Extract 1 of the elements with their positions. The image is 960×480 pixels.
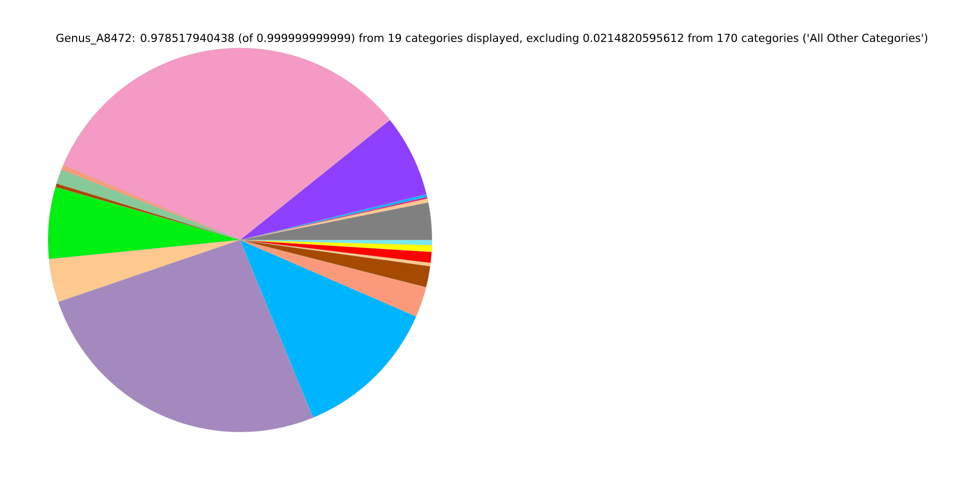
text: Genus_A8472: 0.978517940438 (of 0.999999999999) from 19 categories displayed, excluding 0.0214820595612 from 170 categories ('All Other Categories') — [56, 34, 928, 44]
